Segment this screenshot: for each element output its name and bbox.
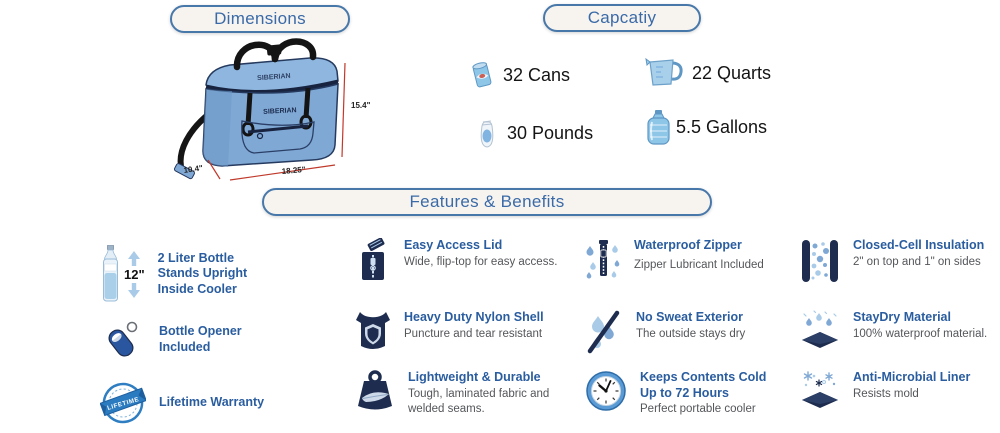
no-sweat-icon	[587, 310, 620, 354]
capacity-item-pounds: 30 Pounds	[476, 118, 593, 148]
features-grid: 12" 2 Liter Bottle Stands Upright Inside…	[100, 238, 990, 433]
feature-2-liter-bottle: 12" 2 Liter Bottle Stands Upright Inside…	[100, 238, 355, 310]
water-drops	[586, 245, 620, 279]
feature-title: StayDry Material	[853, 310, 951, 324]
feature-waterproof-zipper: Waterproof Zipper Zipper Lubricant Inclu…	[585, 238, 800, 310]
measuring-cup-icon	[645, 57, 683, 86]
cooler-lid-logo: SIBERIAN	[257, 73, 291, 82]
clock-icon	[586, 371, 626, 411]
feature-no-sweat-exterior: No Sweat Exterior The outside stays dry	[585, 310, 800, 370]
soda-can-icon	[472, 62, 492, 88]
cooler-product-illustration: SIBERIAN SIBERIAN 15.4" 18.25" 10.4"	[173, 38, 371, 181]
dimension-lines	[207, 62, 346, 181]
feature-staydry-material: StayDry Material 100% waterproof materia…	[800, 310, 990, 370]
cooler-body-logo: SIBERIAN	[263, 107, 297, 116]
feature-anti-microbial-liner: Anti-Microbial Liner Resists mold	[800, 370, 990, 433]
dimensions-header: Dimensions	[170, 5, 350, 33]
feature-subtitle: Wide, flip-top for easy access.	[404, 255, 558, 268]
ice-bag-icon	[480, 120, 494, 148]
capacity-pounds-label: 30 Pounds	[507, 122, 594, 143]
feature-title: 2 Liter Bottle Stands Upright Inside Coo…	[157, 250, 248, 296]
water-jug-icon	[647, 110, 670, 145]
lifetime-warranty-badge-icon: LIFETIME	[100, 382, 146, 424]
anti-microbial-liner-icon	[802, 371, 838, 408]
feature-title: No Sweat Exterior	[636, 310, 743, 324]
capacity-item-gallons: 5.5 Gallons	[645, 110, 767, 145]
feature-title: Lightweight & Durable	[408, 370, 541, 384]
capacity-header-label: Capcatiy	[587, 8, 657, 27]
width-dimension-label: 18.25"	[281, 165, 306, 176]
feature-subtitle: Resists mold	[853, 387, 919, 400]
capacity-gallons-label: 5.5 Gallons	[676, 117, 768, 137]
waterproof-zipper-icon	[586, 240, 620, 279]
arrow-up-icon	[128, 250, 141, 266]
height-dimension-label: 15.4"	[351, 101, 371, 110]
feature-title: Closed-Cell Insulation	[853, 238, 985, 252]
capacity-item-quarts: 22 Quarts	[645, 57, 771, 89]
feature-title: Heavy Duty Nylon Shell	[404, 310, 544, 324]
feature-title: Lifetime Warranty	[159, 395, 265, 410]
capacity-header: Capcatiy	[543, 4, 701, 32]
closed-cell-insulation-icon	[802, 240, 838, 282]
capacity-quarts-label: 22 Quarts	[692, 62, 772, 83]
feature-subtitle: Puncture and tear resistant	[404, 327, 543, 340]
easy-access-lid-icon	[362, 238, 385, 280]
bottle-opener-icon	[108, 321, 138, 357]
features-benefits-header-label: Features & Benefits	[409, 192, 565, 211]
feature-keeps-contents-cold: Keeps Contents Cold Up to 72 Hours Perfe…	[585, 370, 800, 433]
feature-closed-cell-insulation: Closed-Cell Insulation 2" on top and 1" …	[800, 238, 990, 310]
lightweight-durable-icon	[358, 370, 392, 410]
feature-title: Anti-Microbial Liner	[853, 370, 971, 384]
feature-title: Bottle Opener Included	[159, 324, 242, 354]
nylon-shell-icon	[356, 312, 390, 349]
feature-heavy-duty-nylon-shell: Heavy Duty Nylon Shell Puncture and tear…	[355, 310, 585, 370]
feature-subtitle: Tough, laminated fabric and welded seams…	[408, 387, 550, 415]
feature-title: Keeps Contents Cold Up to 72 Hours	[640, 370, 767, 400]
bottle-height-label: 12"	[124, 266, 145, 282]
feature-lightweight-durable: Lightweight & Durable Tough, laminated f…	[355, 370, 585, 433]
feature-bottle-opener: Bottle Opener Included	[100, 310, 355, 370]
feature-subtitle: The outside stays dry	[636, 327, 746, 340]
arrow-down-icon	[128, 282, 141, 298]
feature-title: Waterproof Zipper	[634, 238, 742, 252]
capacity-item-cans: 32 Cans	[470, 60, 570, 90]
feature-title: Easy Access Lid	[404, 238, 503, 252]
staydry-material-icon	[802, 310, 838, 348]
dimensions-header-label: Dimensions	[214, 9, 306, 28]
feature-subtitle: Perfect portable cooler	[640, 403, 756, 416]
depth-dimension-label: 10.4"	[183, 163, 204, 175]
capacity-cans-label: 32 Cans	[503, 64, 571, 85]
features-benefits-header: Features & Benefits	[262, 188, 712, 216]
feature-subtitle: 100% waterproof material.	[853, 327, 988, 340]
feature-subtitle: Zipper Lubricant Included	[634, 258, 764, 271]
feature-easy-access-lid: Easy Access Lid Wide, flip-top for easy …	[355, 238, 585, 310]
height-arrows: 12"	[124, 250, 145, 298]
feature-lifetime-warranty: LIFETIME Lifetime Warranty	[100, 370, 355, 433]
two-liter-bottle-icon	[103, 245, 118, 302]
front-pocket	[241, 120, 315, 154]
feature-subtitle: 2" on top and 1" on sides	[853, 255, 981, 268]
